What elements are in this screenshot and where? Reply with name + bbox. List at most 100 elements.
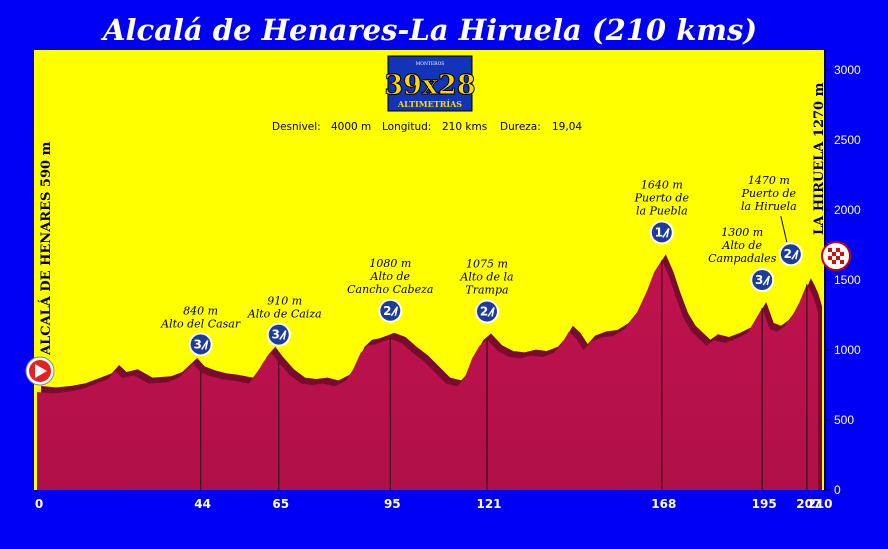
climb-label: 1075 m <box>466 258 508 271</box>
climb-badges: 3 3 2 2 1 3 2 <box>188 220 803 357</box>
climb-label: Trampa <box>465 284 508 297</box>
badge-category: 1 <box>655 225 663 239</box>
checker-cell <box>832 252 836 256</box>
x-tick-label: 168 <box>651 497 676 511</box>
x-tick-label: 44 <box>194 497 211 511</box>
climb-label: 1300 m <box>721 226 763 239</box>
climb-label: Alto de Caiza <box>247 308 322 321</box>
x-tick-label: 195 <box>752 497 777 511</box>
climb-label: Alto de la <box>459 271 513 284</box>
stat-dureza-value: 19,04 <box>552 121 582 133</box>
logo-box <box>387 55 473 112</box>
checker-cell <box>828 256 832 260</box>
climb-arrow-icon <box>662 227 670 238</box>
chart-title: Alcalá de Henares-La Hiruela (210 kms) <box>100 13 757 47</box>
y-axis: 0 500 1000 1500 2000 2500 3000 <box>824 50 861 497</box>
climb-label: Campadales <box>708 252 777 265</box>
stat-longitud-label: Longitud: <box>382 121 431 133</box>
logo-main-text: 39x28 <box>384 70 475 101</box>
climb-badge: 1 <box>649 220 674 245</box>
climb-badge: 3 <box>750 268 775 292</box>
climb-arrow-icon <box>201 339 209 350</box>
climb-arrow-icon <box>791 249 799 260</box>
badge-category: 3 <box>193 337 201 351</box>
climb-badge: 2 <box>778 242 803 267</box>
logo-top-text: MONTEROS <box>416 61 445 67</box>
end-label: LA HIRUELA 1270 m <box>812 82 827 235</box>
checker-cell <box>828 252 832 256</box>
finish-marker <box>821 241 851 271</box>
climb-arrow-icon <box>487 307 495 317</box>
climb-badge: 3 <box>188 332 213 357</box>
climb-label: Puerto de <box>741 187 797 200</box>
x-tick-label: 65 <box>272 497 289 511</box>
y-tick-label: 1000 <box>834 343 861 357</box>
x-tick-label: 121 <box>476 497 501 511</box>
checker-cell <box>840 248 844 252</box>
climb-label: la Hiruela <box>741 200 797 213</box>
x-tick-label: 207 <box>796 497 821 511</box>
badge-category: 3 <box>272 328 280 342</box>
checker-cell <box>840 252 844 256</box>
checker-cell <box>832 248 836 252</box>
profile-layer <box>37 254 822 490</box>
climb-leader-line <box>780 216 788 243</box>
y-tick-label: 0 <box>834 483 841 497</box>
checker-cell <box>828 260 832 264</box>
play-icon <box>35 364 47 378</box>
checker-cell <box>836 248 840 252</box>
climb-label: Alto de <box>370 270 411 283</box>
x-tick-label: 95 <box>384 497 401 511</box>
badge-category: 3 <box>755 273 763 287</box>
climb-arrow-icon <box>390 306 399 317</box>
climb-arrow-icon <box>279 330 287 341</box>
checker-cell <box>836 260 840 264</box>
profile-area <box>37 260 818 490</box>
y-tick-label: 1500 <box>834 273 861 287</box>
climb-label: Cancho Cabeza <box>347 283 433 296</box>
badge-category: 2 <box>383 304 391 318</box>
badge-category: 2 <box>784 247 792 261</box>
checker-cell <box>832 260 836 264</box>
logo-39x28: MONTEROS 39x28 ALTIMETRÍAS <box>384 55 476 112</box>
y-tick-label: 3000 <box>834 63 861 77</box>
checker-cell <box>832 256 836 260</box>
climb-label: 840 m <box>183 304 218 317</box>
checker-cell <box>828 248 832 252</box>
y-tick-label: 500 <box>834 413 854 427</box>
climb-label: 1470 m <box>748 174 790 187</box>
start-label: ALCALÁ DE HENARES 590 m <box>38 141 54 356</box>
badge-category: 2 <box>480 305 488 319</box>
climb-badge: 2 <box>378 298 403 323</box>
climb-label: 910 m <box>267 295 302 308</box>
stat-longitud-value: 210 kms <box>442 121 487 133</box>
stat-desnivel-label: Desnivel: <box>272 121 321 133</box>
checker-cell <box>836 252 840 256</box>
stat-desnivel-value: 4000 m <box>331 121 371 133</box>
checker-cell <box>840 256 844 260</box>
climb-arrow-icon <box>762 275 770 286</box>
checker-cell <box>836 256 840 260</box>
climb-label: 1640 m <box>641 178 683 191</box>
logo-sub-text: ALTIMETRÍAS <box>397 99 462 109</box>
climb-lines <box>200 260 808 490</box>
y-tick-label: 2000 <box>834 203 861 217</box>
stats-line: Desnivel: 4000 m Longitud: 210 kms Durez… <box>272 121 582 133</box>
climb-label: Alto del Casar <box>160 317 241 330</box>
climb-label: la Puebla <box>636 204 688 217</box>
climb-label: Puerto de <box>634 191 690 204</box>
stat-dureza-label: Dureza: <box>500 121 541 133</box>
climb-badge: 2 <box>475 299 500 324</box>
climb-badge: 3 <box>266 322 291 347</box>
y-tick-label: 2500 <box>834 133 861 147</box>
climb-label: Alto de <box>721 239 762 252</box>
x-tick-label: 210 <box>807 497 832 511</box>
checker-cell <box>840 260 844 264</box>
start-marker <box>25 356 55 386</box>
climb-label: 1080 m <box>369 257 411 270</box>
x-tick-label: 0 <box>35 497 43 511</box>
